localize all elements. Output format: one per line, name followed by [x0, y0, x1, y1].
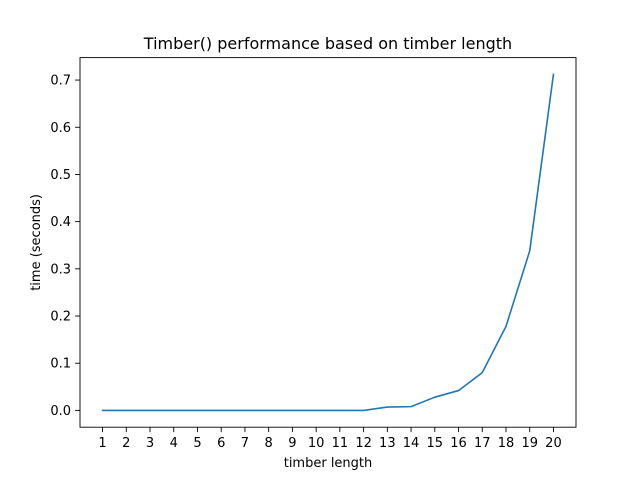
y-tick-label: 0.5	[50, 168, 71, 183]
x-tick-label: 15	[427, 436, 444, 451]
y-tick-label: 0.6	[50, 121, 71, 136]
series-line	[101, 73, 555, 412]
y-tick-label: 0.3	[50, 262, 71, 277]
plot-frame	[79, 57, 577, 428]
x-tick-label: 7	[241, 436, 249, 451]
y-axis: 0.0 0.1 0.2 0.3 0.4 0.5 0.6 0.7	[50, 74, 80, 419]
x-tick-label: 13	[379, 436, 396, 451]
x-tick-label: 1	[98, 436, 106, 451]
y-axis-label: time (seconds)	[29, 194, 44, 291]
x-tick-label: 6	[217, 436, 225, 451]
x-tick-label: 2	[122, 436, 130, 451]
x-tick-label: 12	[355, 436, 372, 451]
x-axis-label: timber length	[284, 456, 373, 471]
x-tick-label: 20	[545, 436, 562, 451]
y-tick-label: 0.1	[50, 357, 71, 372]
x-tick-label: 16	[450, 436, 467, 451]
x-tick-label: 17	[474, 436, 491, 451]
x-axis: 1 2 3 4 5 6 7 8 9 10 11 12 13 14 15 16 17 18 19 20	[98, 427, 562, 451]
chart-title: Timber() performance based on timber len…	[143, 34, 512, 53]
x-tick-label: 3	[146, 436, 154, 451]
y-tick-label: 0.2	[50, 310, 71, 325]
y-tick-label: 0.0	[50, 404, 71, 419]
x-tick-label: 11	[332, 436, 349, 451]
y-tick-label: 0.4	[50, 215, 71, 230]
x-tick-label: 14	[403, 436, 420, 451]
x-tick-label: 19	[521, 436, 538, 451]
y-tick-label: 0.7	[50, 74, 71, 89]
x-tick-label: 9	[288, 436, 296, 451]
x-tick-label: 8	[265, 436, 273, 451]
x-tick-label: 4	[170, 436, 178, 451]
x-tick-label: 10	[308, 436, 325, 451]
x-tick-label: 5	[193, 436, 201, 451]
x-tick-label: 18	[498, 436, 515, 451]
